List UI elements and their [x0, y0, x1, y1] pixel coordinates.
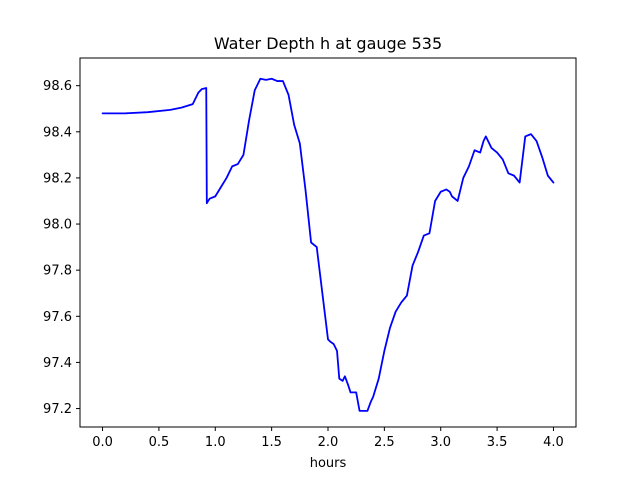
x-tick-label: 3.5 [487, 435, 508, 450]
x-tick-label: 0.0 [92, 435, 113, 450]
y-tick-label: 97.8 [43, 264, 72, 279]
x-axis: 0.0 0.5 1.0 1.5 2.0 2.5 3.0 3.5 4.0 [92, 427, 564, 450]
chart-title: Water Depth h at gauge 535 [214, 34, 442, 53]
y-tick-label: 98.6 [43, 79, 72, 94]
x-tick-label: 0.5 [149, 435, 170, 450]
x-tick-label: 2.0 [318, 435, 339, 450]
y-axis: 97.2 97.4 97.6 97.8 98.0 98.2 98.4 98.6 [43, 79, 80, 417]
y-tick-label: 97.6 [43, 310, 72, 325]
y-tick-label: 97.4 [43, 356, 72, 371]
x-axis-label: hours [310, 456, 347, 471]
series-line-0 [101, 77, 555, 412]
y-tick-label: 98.4 [43, 125, 72, 140]
x-tick-label: 4.0 [543, 435, 564, 450]
y-tick-label: 98.2 [43, 171, 72, 186]
y-tick-label: 97.2 [43, 402, 72, 417]
x-tick-label: 3.0 [430, 435, 451, 450]
x-tick-label: 2.5 [374, 435, 395, 450]
x-tick-label: 1.0 [205, 435, 226, 450]
y-tick-label: 98.0 [43, 218, 72, 233]
x-tick-label: 1.5 [261, 435, 282, 450]
